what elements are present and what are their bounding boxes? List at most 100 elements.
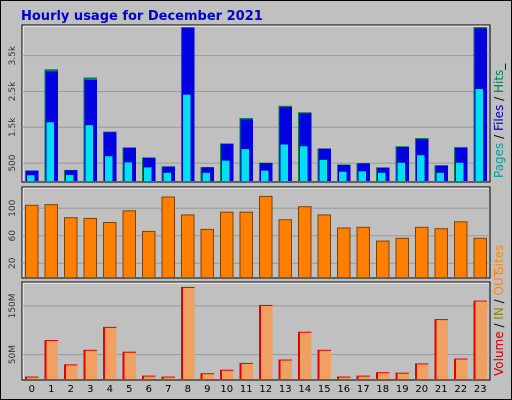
- sites-bar: [416, 227, 428, 277]
- panel-top: 500 1.5k 2.5k 3.5k Pages / Files / Hits_: [8, 24, 506, 183]
- x-tick-label: 22: [454, 384, 467, 395]
- sites-bar: [396, 238, 408, 277]
- pages-bar: [261, 170, 269, 181]
- volume-out-bar: [300, 332, 312, 379]
- pages-bar: [144, 167, 152, 181]
- x-tick-label: 8: [185, 384, 191, 395]
- volume-out-bar: [475, 301, 487, 379]
- volume-out-bar: [46, 341, 58, 379]
- pages-bar: [280, 144, 288, 181]
- sites-bar: [240, 212, 252, 277]
- legend-part: /: [492, 131, 506, 143]
- volume-out-bar: [85, 350, 97, 379]
- legend-part: Files: [492, 105, 506, 131]
- y-tick-label: 100: [8, 199, 18, 216]
- sites-bar: [357, 227, 369, 277]
- x-tick-label: 7: [165, 384, 171, 395]
- pages-bar: [456, 162, 464, 181]
- x-tick-label: 23: [474, 384, 487, 395]
- y-tick-label: 150M: [8, 293, 18, 318]
- volume-out-bar: [66, 365, 78, 379]
- volume-out-bar: [222, 370, 234, 379]
- pages-bar: [378, 172, 386, 181]
- sites-bar: [84, 218, 96, 277]
- legend-part: /: [492, 93, 506, 105]
- volume-out-bar: [280, 360, 292, 379]
- sites-bar: [201, 229, 213, 277]
- y-tick-label: 3.5k: [8, 45, 18, 65]
- x-tick-label: 1: [48, 384, 54, 395]
- x-tick-label: 15: [318, 384, 331, 395]
- volume-out-bar: [144, 376, 156, 379]
- sites-bar: [299, 207, 311, 277]
- legend-part: Volume: [492, 331, 506, 376]
- x-tick-label: 5: [126, 384, 132, 395]
- pages-bar: [163, 172, 171, 181]
- pages-bar: [183, 94, 191, 181]
- pages-bar: [417, 155, 425, 181]
- sites-bar: [455, 222, 467, 277]
- volume-out-bar: [124, 352, 136, 379]
- x-tick-label: 3: [87, 384, 93, 395]
- pages-bar: [339, 171, 347, 181]
- pages-bar: [46, 122, 54, 181]
- sites-bar: [279, 220, 291, 277]
- volume-out-bar: [456, 359, 468, 379]
- legend-part: /: [492, 320, 506, 332]
- x-tick-label: 0: [29, 384, 35, 395]
- pages-bar: [85, 125, 93, 181]
- x-tick-label: 12: [259, 384, 272, 395]
- pages-bar: [319, 159, 327, 181]
- volume-out-bar: [436, 320, 448, 379]
- sites-bar: [26, 205, 38, 277]
- volume-out-bar: [105, 327, 117, 379]
- volume-out-bar: [183, 287, 195, 379]
- pages-bar: [475, 88, 483, 181]
- x-tick-label: 19: [396, 384, 409, 395]
- x-tick-label: 10: [220, 384, 233, 395]
- sites-bar: [474, 238, 486, 277]
- legend-part: OUT: [492, 269, 506, 295]
- volume-out-bar: [202, 374, 214, 379]
- panel-bottom: 50M 150M Volume / IN / OUT: [8, 269, 506, 381]
- sites-bar: [435, 229, 447, 277]
- sites-bar: [104, 223, 116, 277]
- panel-middle: 20 60 100 Sites: [8, 186, 506, 279]
- sites-bar: [45, 205, 57, 277]
- legend-part: /: [492, 296, 506, 308]
- legend-part: Hits: [492, 70, 506, 93]
- volume-out-bar: [378, 373, 390, 379]
- y-tick-label: 60: [8, 230, 18, 242]
- x-tick-label: 11: [240, 384, 253, 395]
- plot-area: [21, 24, 491, 183]
- sites-bar: [143, 231, 155, 277]
- legend-part: Sites: [492, 245, 506, 274]
- x-tick-label: 18: [376, 384, 389, 395]
- x-tick-label: 6: [146, 384, 152, 395]
- legend-part: _: [492, 63, 506, 71]
- y-tick-label: 500: [8, 154, 18, 171]
- sites-bar: [260, 196, 272, 277]
- y-tick-label: 2.5k: [8, 81, 18, 101]
- pages-bar: [202, 172, 210, 181]
- legend-top: Pages / Files / Hits_: [492, 63, 506, 178]
- pages-bar: [66, 174, 74, 181]
- x-tick-label: 2: [68, 384, 74, 395]
- x-tick-label: 14: [298, 384, 311, 395]
- x-tick-label: 16: [337, 384, 350, 395]
- volume-out-bar: [163, 377, 175, 379]
- pages-bar: [300, 146, 308, 181]
- sites-bar: [377, 241, 389, 277]
- volume-out-bar: [27, 377, 39, 379]
- volume-out-bar: [397, 373, 409, 379]
- volume-out-bar: [417, 364, 429, 379]
- pages-bar: [358, 171, 366, 181]
- pages-bar: [397, 162, 405, 181]
- volume-out-bar: [339, 377, 351, 379]
- sites-bar: [162, 197, 174, 277]
- pages-bar: [124, 162, 132, 181]
- volume-out-bar: [241, 363, 253, 379]
- plot-area: [21, 281, 491, 381]
- x-tick-label: 4: [107, 384, 113, 395]
